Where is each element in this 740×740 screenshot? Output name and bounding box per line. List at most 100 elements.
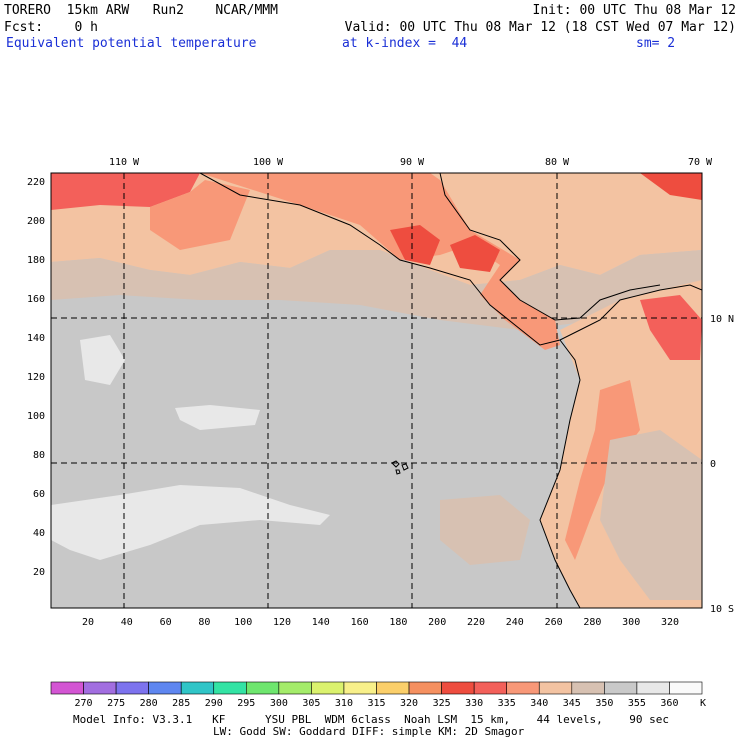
lon-label-100w: 100 W — [253, 157, 284, 168]
grid-x-label: 240 — [506, 617, 524, 628]
grid-x-label: 100 — [234, 617, 252, 628]
init-time: Init: 00 UTC Thu 08 Mar 12 — [532, 3, 737, 18]
colorbar-swatch — [669, 681, 703, 695]
map-frame — [50, 172, 703, 609]
grid-x-label: 60 — [160, 617, 172, 628]
colorbar-swatch — [50, 681, 84, 695]
colorbar-label: 335 — [498, 698, 516, 709]
colorbar-swatch — [441, 681, 475, 695]
colorbar-label: 320 — [400, 698, 418, 709]
model-info: Model Info: V3.3.1 KF YSU PBL WDM 6class… — [73, 713, 670, 726]
galapagos-islands — [391, 460, 409, 475]
grid-x-label: 280 — [583, 617, 601, 628]
bottom-grid-labels: 20 40 60 80 100 120 140 160 180 200 220 240 260 280 30… — [82, 617, 679, 628]
colorbar-label: 360 — [660, 698, 678, 709]
pale-patch-mid — [175, 405, 260, 430]
grid-x-label: 40 — [121, 617, 133, 628]
colorbar-swatch — [538, 681, 573, 695]
northern-tan-band — [51, 250, 702, 330]
colorbar-label: 310 — [335, 698, 353, 709]
coastline-south — [539, 339, 581, 608]
valid-time: Valid: 00 UTC Thu 08 Mar 12 (18 CST Wed … — [344, 20, 736, 35]
grid-x-label: 320 — [661, 617, 679, 628]
colorbar-label: 290 — [205, 698, 223, 709]
colorbar-label: 345 — [563, 698, 581, 709]
guatemala-hotspot — [390, 225, 440, 265]
colorbar-label: 350 — [595, 698, 613, 709]
colorbar-label: 355 — [628, 698, 646, 709]
lon-label-80w: 80 W — [545, 157, 570, 168]
tan-patch-south — [440, 495, 530, 565]
grid-y-label: 20 — [33, 567, 45, 578]
grid-y-label: 160 — [27, 294, 45, 305]
colorbar-label: 300 — [270, 698, 288, 709]
grid-x-label: 180 — [389, 617, 407, 628]
pale-band-south — [51, 485, 330, 560]
lon-label-90w: 90 W — [400, 157, 425, 168]
lon-label-110w: 110 W — [109, 157, 140, 168]
colorbar-label: 325 — [433, 698, 451, 709]
lat-label-0: 0 — [710, 459, 716, 470]
colorbar-swatch — [473, 681, 507, 695]
colorbar-swatch — [148, 681, 182, 695]
colorbar-swatch — [376, 681, 410, 695]
andes-strip — [565, 380, 640, 560]
red-top-left — [51, 173, 200, 210]
smoothing-info: sm= 2 — [636, 36, 676, 51]
colorbar-swatch — [115, 681, 149, 695]
grid-y-label: 40 — [33, 528, 45, 539]
grid-y-label: 100 — [27, 411, 45, 422]
level-info: at k-index = 44 — [342, 36, 468, 51]
colorbar-swatch — [311, 681, 345, 695]
colorbar-label: 295 — [237, 698, 255, 709]
lon-label-70w: 70 W — [688, 157, 713, 168]
colorbar-label: 330 — [465, 698, 483, 709]
red-top-right — [640, 173, 702, 200]
pale-patch-west — [80, 335, 125, 385]
colorbar-label: 270 — [75, 698, 93, 709]
grid-y-label: 80 — [33, 450, 45, 461]
colorbar-swatch — [278, 681, 312, 695]
colorbar-swatch — [506, 681, 540, 695]
coastline-caribbean — [439, 173, 661, 321]
colorbar-label: 340 — [530, 698, 548, 709]
field-name: Equivalent potential temperature — [6, 36, 257, 51]
colorbar-unit: K — [700, 698, 706, 709]
colorbar-label: 275 — [107, 698, 125, 709]
colorbar-swatch — [213, 681, 247, 695]
colorbar-label: 305 — [302, 698, 320, 709]
lat-label-10s: 10 S — [710, 604, 734, 615]
grid-y-label: 200 — [27, 216, 45, 227]
andes-red-north — [640, 295, 702, 360]
colorbar-label: 315 — [367, 698, 385, 709]
lat-lon-grid — [51, 173, 702, 608]
colorbar-swatch — [604, 681, 638, 695]
grid-y-label: 60 — [33, 489, 45, 500]
grid-y-label: 220 — [27, 177, 45, 188]
grid-y-label: 140 — [27, 333, 45, 344]
colorbar-swatch — [83, 681, 117, 695]
colorbar-label: 280 — [140, 698, 158, 709]
colorbar-swatch — [180, 681, 215, 695]
theta-e-field — [51, 173, 702, 608]
amazon-grey — [600, 430, 702, 600]
grid-x-label: 220 — [467, 617, 485, 628]
grid-x-label: 160 — [351, 617, 369, 628]
salmon-top-left — [150, 180, 250, 250]
coastline — [199, 173, 702, 346]
grid-y-label: 180 — [27, 255, 45, 266]
model-title: TORERO 15km ARW Run2 NCAR/MMM — [4, 3, 278, 18]
physics-info: LW: Godd SW: Goddard DIFF: simple KM: 2D… — [213, 725, 525, 738]
left-grid-labels: 220 200 180 160 140 120 100 80 60 40 20 — [27, 177, 45, 578]
colorbar-swatch — [636, 681, 670, 695]
grid-x-label: 200 — [428, 617, 446, 628]
grid-x-label: 20 — [82, 617, 94, 628]
grid-x-label: 300 — [622, 617, 640, 628]
colorbar-swatch — [343, 681, 377, 695]
honduras-hotspot — [450, 235, 500, 272]
grid-x-label: 80 — [198, 617, 210, 628]
grid-y-label: 120 — [27, 372, 45, 383]
lat-label-10n: 10 N — [710, 314, 734, 325]
grid-x-label: 120 — [273, 617, 291, 628]
